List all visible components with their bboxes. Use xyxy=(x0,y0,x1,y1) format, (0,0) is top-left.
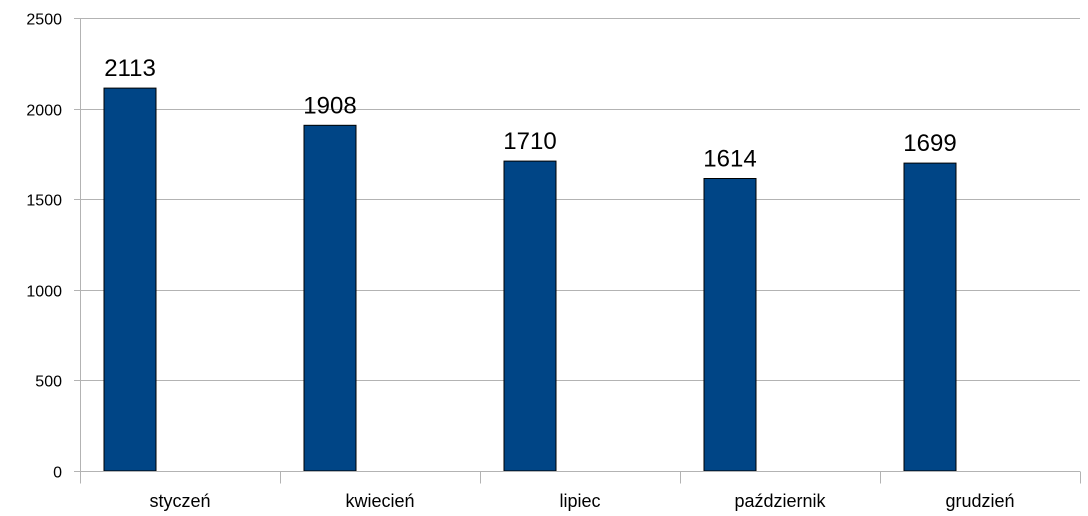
data-label: 1710 xyxy=(503,128,556,155)
x-category-label: październik xyxy=(734,491,826,511)
data-label: 1614 xyxy=(703,146,756,173)
x-axis-category-labels: styczeń kwiecień lipiec październik grudzień xyxy=(149,491,1014,511)
bar xyxy=(703,178,757,472)
bar xyxy=(103,87,157,472)
x-category-label: styczeń xyxy=(149,491,210,511)
y-tick-label: 2000 xyxy=(26,103,62,120)
bar xyxy=(903,162,957,472)
x-category-label: kwiecień xyxy=(345,491,414,511)
bar xyxy=(303,124,357,472)
data-label: 1908 xyxy=(303,92,356,119)
data-label: 1699 xyxy=(903,130,956,157)
y-axis-tick-labels: 0 500 1000 1500 2000 2500 xyxy=(26,12,62,482)
bars xyxy=(103,87,957,472)
y-tick-label: 2500 xyxy=(26,12,62,29)
y-tick-label: 1500 xyxy=(26,193,62,210)
y-tick-label: 0 xyxy=(53,465,62,482)
x-category-label: grudzień xyxy=(945,491,1014,511)
x-axis xyxy=(74,18,1081,484)
bar xyxy=(503,160,557,472)
data-labels: 2113 1908 1710 1614 1699 xyxy=(104,55,957,172)
y-tick-label: 500 xyxy=(35,374,62,391)
x-category-label: lipiec xyxy=(559,491,600,511)
data-label: 2113 xyxy=(104,55,156,82)
y-tick-label: 1000 xyxy=(26,284,62,301)
